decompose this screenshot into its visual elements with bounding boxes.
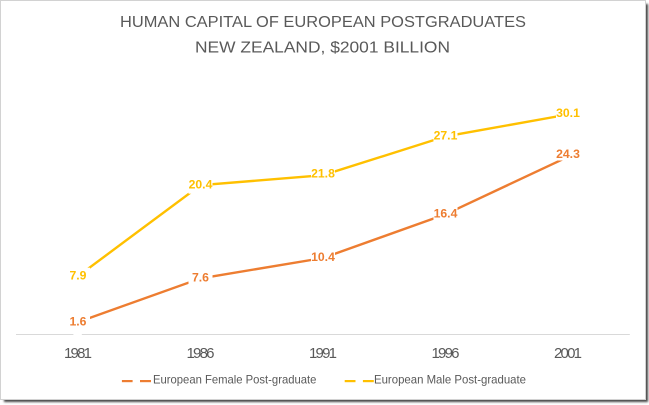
svg-text:20.4: 20.4 <box>189 177 213 191</box>
svg-text:2001: 2001 <box>554 345 582 362</box>
svg-text:1991: 1991 <box>309 345 337 362</box>
svg-text:1981: 1981 <box>64 345 92 362</box>
svg-text:European Male Post-graduate: European Male Post-graduate <box>374 373 526 387</box>
svg-text:27.1: 27.1 <box>434 129 458 143</box>
svg-text:European Female Post-graduate: European Female Post-graduate <box>153 373 317 387</box>
svg-text:21.8: 21.8 <box>311 166 335 180</box>
svg-text:16.4: 16.4 <box>434 207 458 221</box>
svg-text:30.1: 30.1 <box>556 106 580 120</box>
svg-text:7.9: 7.9 <box>70 268 87 282</box>
svg-text:HUMAN CAPITAL OF EUROPEAN POST: HUMAN CAPITAL OF EUROPEAN POSTGRADUATES <box>120 14 526 31</box>
svg-text:NEW ZEALAND, $2001 BILLION: NEW ZEALAND, $2001 BILLION <box>195 40 450 57</box>
svg-text:1986: 1986 <box>187 345 215 362</box>
svg-text:7.6: 7.6 <box>192 271 209 285</box>
svg-text:24.3: 24.3 <box>556 147 580 161</box>
svg-text:10.4: 10.4 <box>311 250 335 264</box>
svg-text:1.6: 1.6 <box>70 314 87 328</box>
svg-text:1996: 1996 <box>432 345 460 362</box>
